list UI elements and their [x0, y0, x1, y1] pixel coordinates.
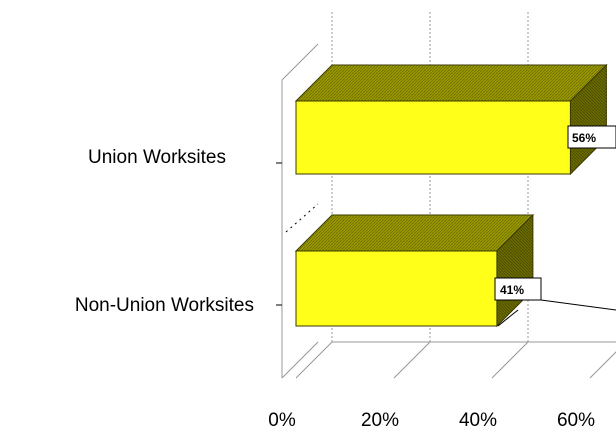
x-tick-label: 40% — [459, 410, 497, 431]
x-tick-label: 0% — [268, 410, 296, 431]
category-labels: Union Worksites Non-Union Worksites — [75, 147, 254, 316]
bars — [294, 63, 616, 328]
data-label-union: 56% — [567, 125, 616, 149]
depth-guide — [285, 203, 319, 233]
category-label-union: Union Worksites — [88, 147, 226, 168]
gridline-floor — [295, 341, 333, 379]
category-label-non-union: Non-Union Worksites — [75, 295, 254, 316]
gridlines — [276, 12, 616, 379]
bar-non-union-worksites — [294, 213, 535, 328]
bar-front-face — [295, 100, 571, 175]
x-tick-label: 60% — [557, 410, 595, 431]
gridline-floor — [589, 351, 616, 379]
data-label-non-union: 41% — [494, 277, 542, 301]
data-label-union-text: 56% — [572, 131, 596, 145]
x-tick-labels: 0% 20% 40% 60% — [268, 410, 595, 431]
data-labels: 56% 41% — [494, 125, 616, 301]
data-label-non-union-text: 41% — [500, 283, 524, 297]
gridline-floor — [393, 341, 431, 379]
bar-front-face — [295, 250, 498, 327]
gridline-floor — [491, 341, 529, 379]
x-tick-label: 20% — [361, 410, 399, 431]
wall-edge — [281, 43, 319, 81]
label-leader — [540, 299, 616, 311]
bar-top-face — [294, 64, 608, 102]
bar-top-face — [294, 214, 535, 252]
wall-edge — [281, 341, 319, 379]
label-leader — [497, 309, 519, 327]
bar-union-worksites — [294, 63, 608, 176]
